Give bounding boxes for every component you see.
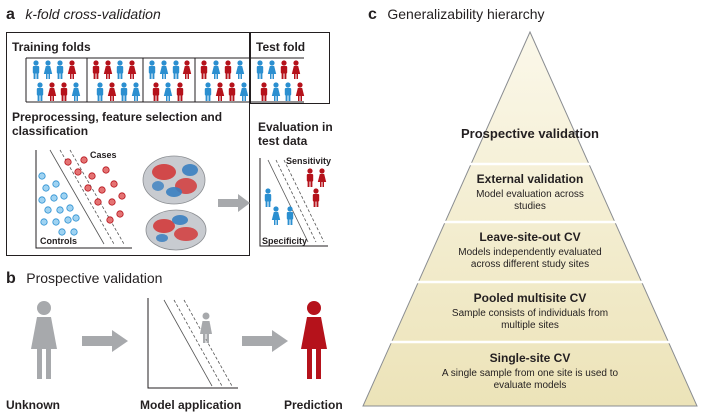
- level-title: External validation: [476, 172, 584, 186]
- sensitivity-label: Sensitivity: [286, 156, 332, 166]
- panel-a-title: k-fold cross-validation: [25, 6, 161, 22]
- prediction-person-icon: [301, 301, 327, 379]
- level-desc: Sample consists of individuals from mult…: [451, 308, 609, 331]
- panel-c-title: Generalizability hierarchy: [387, 6, 545, 22]
- specificity-label: Specificity: [262, 236, 308, 246]
- level-desc: Model evaluation across studies: [476, 189, 584, 212]
- level-desc: Models independently evaluated across di…: [458, 247, 602, 270]
- classifier-plot: [35, 149, 207, 251]
- level-prospective-validation: Prospective validation: [461, 126, 599, 141]
- training-folds-label: Training folds: [12, 40, 91, 54]
- level-title: Pooled multisite CV: [473, 291, 587, 305]
- prediction-label: Prediction: [284, 398, 343, 412]
- panel-b-graphic: [31, 298, 327, 389]
- unknown-person-icon: [31, 301, 57, 379]
- level-desc: A single sample from one site is used to…: [441, 368, 619, 391]
- level-external-validation: External validation Model evaluation acr…: [440, 172, 620, 213]
- cases-label: Cases: [90, 150, 117, 160]
- level-title: Leave-site-out CV: [479, 230, 581, 244]
- panel-a-letter: a: [6, 6, 15, 23]
- folds-people-strip: [25, 57, 305, 103]
- panel-b-letter: b: [6, 270, 16, 287]
- brain-image-top: [142, 155, 206, 205]
- level-single-site-cv: Single-site CV A single sample from one …: [390, 351, 670, 392]
- panel-b-header: b Prospective validation: [6, 270, 162, 288]
- generalizability-pyramid: [362, 30, 698, 407]
- test-fold-box: [250, 32, 330, 104]
- level-title: Single-site CV: [489, 351, 571, 365]
- panel-a-header: a k-fold cross-validation: [6, 6, 161, 24]
- level-leave-site-out-cv: Leave-site-out CV Models independently e…: [415, 230, 645, 271]
- controls-label: Controls: [40, 236, 77, 246]
- level-pooled-multisite-cv: Pooled multisite CV Sample consists of i…: [400, 291, 660, 332]
- brain-image-bottom: [145, 209, 207, 251]
- arrow-icon: [218, 194, 250, 212]
- test-fold-label: Test fold: [256, 40, 306, 54]
- panel-c-letter: c: [368, 6, 377, 23]
- panel-c-header: c Generalizability hierarchy: [368, 6, 545, 24]
- unknown-label: Unknown: [6, 398, 60, 412]
- model-application-label: Model application: [140, 398, 242, 412]
- training-box: [6, 32, 250, 256]
- panel-b-title: Prospective validation: [26, 270, 163, 286]
- preprocessing-label: Preprocessing, feature selection and cla…: [12, 110, 223, 138]
- evaluation-label: Evaluation in test data: [258, 120, 333, 148]
- evaluation-plot: [259, 158, 328, 247]
